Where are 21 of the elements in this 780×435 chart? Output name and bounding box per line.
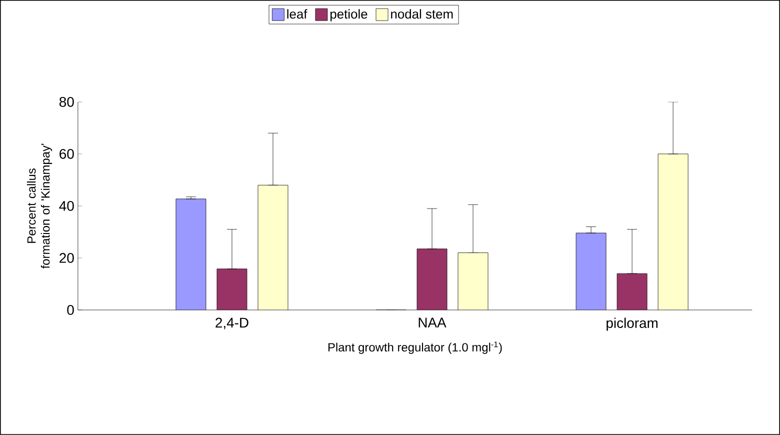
bar (576, 232, 606, 310)
x-axis-title: Plant growth regulator (1.0 mgl$^{-1}$) (328, 342, 502, 354)
bar (658, 154, 688, 310)
legend-label: nodal stem (391, 9, 453, 19)
bar (417, 248, 448, 310)
bar (176, 198, 206, 310)
legend-label: leaf (287, 9, 308, 19)
legend-label: petiole (330, 9, 368, 22)
x-tick-label: 2,4-D (216, 318, 248, 330)
x-tick-label: NAA (418, 318, 446, 328)
y-tick-label: 60 (60, 149, 74, 159)
bar (616, 273, 648, 310)
x-tick-label: picloram (606, 318, 658, 331)
y-axis-title: Percent callus formation of 'Kinampay' (26, 144, 52, 269)
y-tick-label: 80 (59, 97, 74, 107)
y-tick-label: 40 (59, 201, 74, 211)
bar (458, 252, 488, 310)
y-tick-label: 20 (60, 253, 74, 263)
y-tick-label: 0 (67, 305, 74, 315)
bar (258, 185, 288, 310)
bar (216, 268, 247, 310)
